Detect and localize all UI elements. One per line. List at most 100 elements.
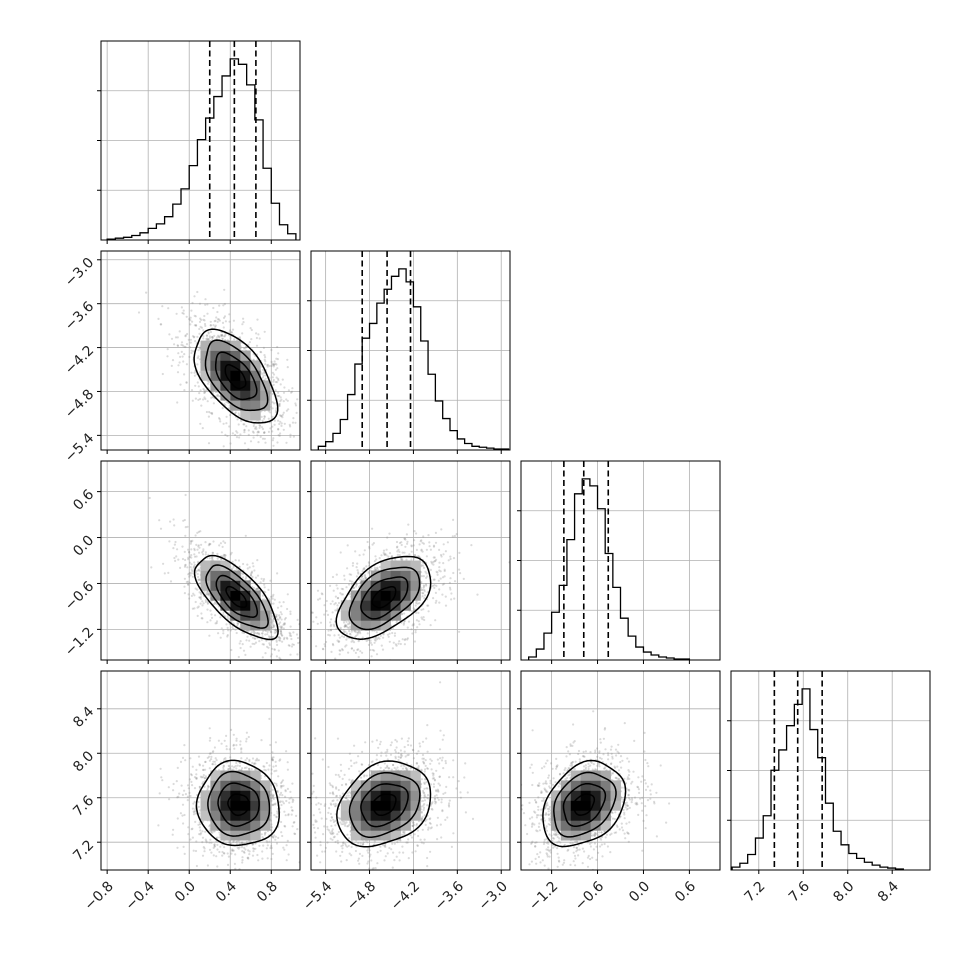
sample-point xyxy=(226,634,229,637)
sample-point xyxy=(413,530,416,533)
sample-point xyxy=(395,621,398,624)
sample-point xyxy=(406,542,409,545)
sample-point xyxy=(276,572,279,575)
panel-border xyxy=(310,250,511,451)
sample-point xyxy=(280,605,283,608)
sample-point xyxy=(257,587,260,590)
sample-point xyxy=(203,314,206,318)
sample-point xyxy=(335,627,338,631)
sample-point xyxy=(417,611,420,615)
sample-point xyxy=(275,615,278,618)
sample-point xyxy=(286,593,289,596)
sample-point xyxy=(221,545,224,549)
sample-point xyxy=(273,631,276,634)
sample-point xyxy=(205,591,208,594)
sample-point xyxy=(189,341,192,344)
sample-point xyxy=(196,614,199,618)
sample-point xyxy=(336,607,339,610)
sample-point xyxy=(228,404,231,407)
sample-point xyxy=(228,425,231,428)
sample-point xyxy=(270,620,273,624)
sample-point xyxy=(197,385,200,388)
sample-point xyxy=(257,431,260,434)
sample-point xyxy=(206,608,209,611)
sample-point xyxy=(279,784,282,788)
sample-point xyxy=(238,846,241,849)
sample-point xyxy=(449,557,452,561)
sample-point xyxy=(414,629,417,632)
sample-point xyxy=(412,544,415,547)
sample-point xyxy=(367,643,370,647)
sample-point xyxy=(449,588,452,591)
sample-point xyxy=(252,586,256,590)
sample-point xyxy=(235,436,239,439)
sample-point xyxy=(191,399,194,402)
sample-point xyxy=(344,623,347,627)
sample-point xyxy=(254,759,257,762)
sample-point xyxy=(264,374,267,377)
density-cell xyxy=(210,580,221,591)
sample-point xyxy=(225,401,228,404)
contour-line xyxy=(214,351,258,401)
sample-point xyxy=(285,750,288,753)
density-cell xyxy=(400,580,411,591)
sample-point xyxy=(354,630,357,633)
sample-point xyxy=(252,565,255,568)
sample-point xyxy=(276,618,279,621)
sample-point xyxy=(182,309,185,312)
sample-point xyxy=(272,365,275,368)
sample-point xyxy=(400,543,403,547)
sample-point xyxy=(211,336,214,339)
sample-point xyxy=(449,555,452,558)
sample-point xyxy=(416,626,419,629)
sample-point xyxy=(234,433,237,437)
sample-point xyxy=(277,636,280,639)
sample-point xyxy=(267,417,270,420)
sample-point xyxy=(195,570,198,573)
sample-point xyxy=(350,630,353,633)
sample-point xyxy=(303,643,305,645)
sample-point xyxy=(420,539,423,542)
sample-point xyxy=(235,430,238,433)
sample-point xyxy=(280,613,283,616)
sample-point xyxy=(346,544,349,547)
sample-point xyxy=(260,638,263,641)
sample-point xyxy=(263,586,266,589)
sample-point xyxy=(189,316,192,319)
sample-point xyxy=(196,290,199,294)
sample-point xyxy=(175,555,178,558)
sample-point xyxy=(434,591,437,595)
sample-point xyxy=(190,563,193,566)
sample-point xyxy=(231,765,234,768)
sample-point xyxy=(280,626,283,629)
sample-point xyxy=(211,336,214,339)
sample-point xyxy=(279,629,282,633)
sample-point xyxy=(202,602,205,605)
density-cell xyxy=(390,570,401,581)
sample-point xyxy=(212,540,215,543)
density-cell xyxy=(210,370,221,381)
sample-point xyxy=(331,611,334,614)
sample-point xyxy=(255,344,259,347)
sample-point xyxy=(278,635,281,639)
sample-point xyxy=(281,634,284,637)
sample-point xyxy=(270,364,273,367)
sample-point xyxy=(196,381,199,384)
sample-point xyxy=(179,383,182,386)
sample-point xyxy=(190,568,193,571)
sample-point xyxy=(241,767,244,770)
sample-point xyxy=(263,415,266,418)
sample-point xyxy=(273,648,276,651)
sample-point xyxy=(176,846,179,849)
sample-point xyxy=(189,838,192,841)
sample-point xyxy=(269,655,273,658)
sample-point xyxy=(233,747,236,750)
sample-point xyxy=(453,597,456,600)
sample-point xyxy=(187,338,190,341)
sample-point xyxy=(230,648,233,652)
sample-point xyxy=(431,584,434,588)
sample-point xyxy=(270,626,273,629)
sample-point xyxy=(372,649,376,652)
sample-point xyxy=(194,600,197,604)
sample-point xyxy=(350,583,353,586)
